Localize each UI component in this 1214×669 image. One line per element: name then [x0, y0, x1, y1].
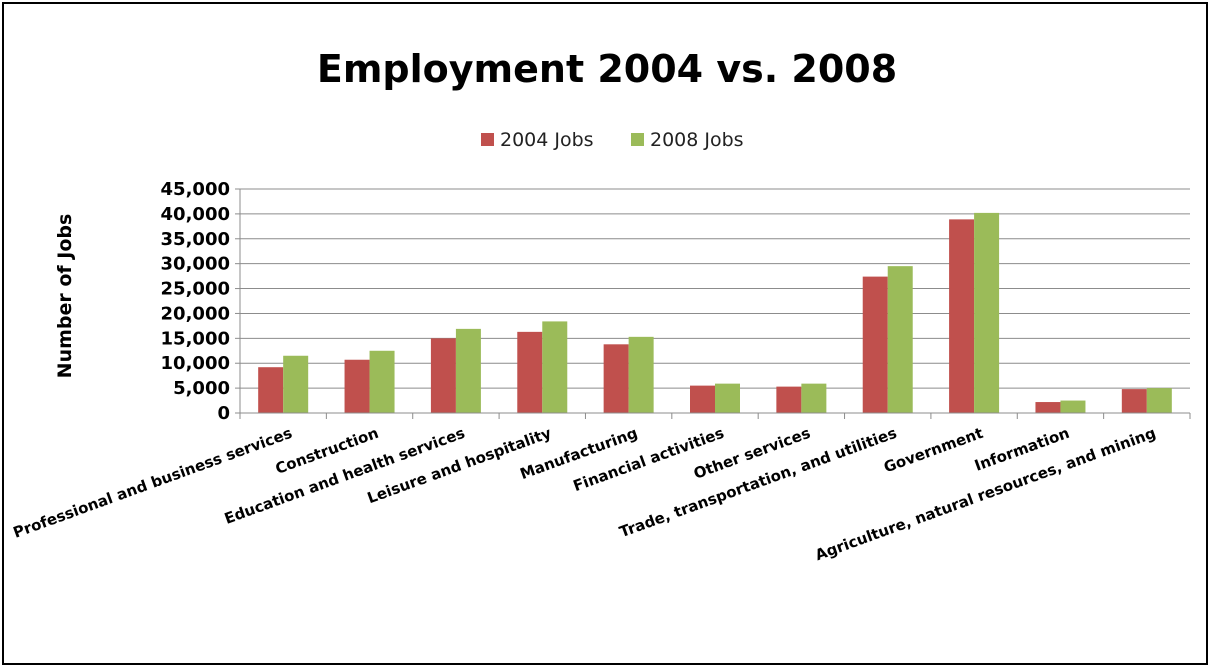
bar-2004-jobs — [1121, 389, 1147, 413]
y-tick-label: 15,000 — [161, 328, 230, 349]
bar-2004-jobs — [862, 276, 888, 413]
legend-swatch — [631, 133, 644, 146]
bar-2008-jobs — [628, 336, 654, 413]
bar-2008-jobs — [455, 328, 481, 413]
legend-swatch — [481, 133, 494, 146]
bar-2004-jobs — [690, 385, 715, 413]
legend-label: 2008 Jobs — [650, 129, 744, 151]
y-tick-label: 25,000 — [161, 279, 230, 300]
bar-2008-jobs — [542, 321, 568, 413]
y-tick-label: 20,000 — [161, 303, 230, 324]
chart-title: Employment 2004 vs. 2008 — [317, 47, 897, 91]
y-tick-label: 5,000 — [173, 378, 230, 399]
bar-2004-jobs — [949, 219, 975, 413]
bar-2008-jobs — [887, 266, 913, 413]
x-tick-labels: Professional and business servicesConstr… — [11, 424, 1158, 564]
bar-2004-jobs — [1035, 402, 1061, 413]
bar-2004-jobs — [603, 344, 629, 413]
gridlines — [235, 188, 1190, 414]
bar-2004-jobs — [430, 338, 456, 413]
bar-2008-jobs — [1060, 400, 1086, 413]
y-tick-labels: 0 5,000 10,000 15,000 20,000 25,000 30,000 35,0… — [161, 179, 230, 424]
bar-2004-jobs — [776, 386, 802, 413]
bar-2008-jobs — [715, 383, 740, 413]
y-tick-label: 40,000 — [161, 204, 230, 225]
y-tick-label: 35,000 — [161, 229, 230, 250]
x-tick-label: Financial activities — [571, 424, 727, 495]
x-tick-label: Professional and business services — [11, 424, 295, 542]
y-tick-label: 0 — [217, 403, 230, 424]
legend: 2004 Jobs 2008 Jobs — [481, 129, 744, 151]
bar-2004-jobs — [344, 359, 370, 413]
bar-2008-jobs — [1146, 388, 1172, 413]
y-axis-label: Number of Jobs — [54, 214, 76, 379]
bar-2008-jobs — [801, 383, 827, 413]
bar-2008-jobs — [369, 350, 395, 413]
y-tick-label: 45,000 — [161, 179, 230, 200]
bar-2008-jobs — [283, 355, 309, 413]
legend-label: 2004 Jobs — [500, 129, 594, 151]
y-tick-label: 30,000 — [161, 254, 230, 275]
bars — [258, 212, 1172, 413]
bar-2004-jobs — [517, 331, 543, 413]
bar-2004-jobs — [258, 367, 284, 413]
bar-2008-jobs — [974, 212, 1000, 413]
axes — [239, 189, 1191, 419]
chart-canvas: Employment 2004 vs. 2008 Number of Jobs … — [11, 47, 1191, 564]
y-tick-label: 10,000 — [161, 353, 230, 374]
x-tick-label: Government — [881, 424, 985, 477]
